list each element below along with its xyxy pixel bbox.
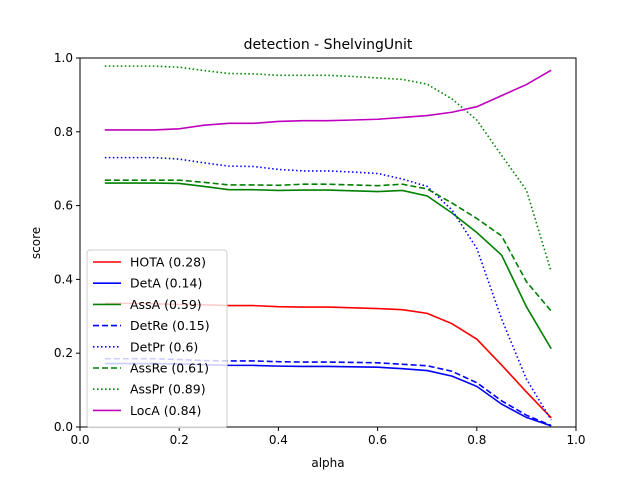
legend-label: AssA (0.59) — [130, 297, 202, 312]
legend: HOTA (0.28) DetA (0.14) AssA (0.59) DetRe (… — [86, 249, 228, 429]
x-tick-label: 1.0 — [566, 433, 585, 447]
x-axis-label: alpha — [311, 456, 344, 470]
plot-frame — [79, 57, 577, 428]
x-tick-label: 0.8 — [467, 433, 486, 447]
series-line-6 — [104, 65, 552, 272]
legend-label: AssPr (0.89) — [130, 382, 206, 397]
x-tick-label: 0.0 — [70, 433, 89, 447]
y-tick-label: 0.0 — [54, 420, 73, 434]
y-tick-label: 0.4 — [54, 272, 73, 286]
y-tick-label: 0.8 — [54, 125, 73, 139]
series-line-5 — [104, 179, 552, 312]
series-line-7 — [104, 69, 552, 131]
y-tick-label: 0.2 — [54, 346, 73, 360]
y-axis: 0.0 0.2 0.4 0.6 0.8 1.0 — [54, 51, 80, 434]
legend-label: DetA (0.14) — [130, 276, 202, 291]
x-tick-label: 0.4 — [269, 433, 288, 447]
series-line-4 — [104, 156, 552, 421]
x-axis: 0.0 0.2 0.4 0.6 0.8 1.0 — [70, 427, 586, 447]
chart-title: detection - ShelvingUnit — [244, 37, 413, 53]
legend-label: HOTA (0.28) — [130, 255, 206, 270]
legend-label: DetPr (0.6) — [130, 339, 198, 354]
legend-label: AssRe (0.61) — [130, 361, 209, 376]
y-axis-label: score — [29, 227, 43, 259]
y-tick-label: 0.6 — [54, 199, 73, 213]
legend-label: LocA (0.84) — [130, 403, 201, 418]
legend-box — [86, 249, 228, 429]
series-line-2 — [104, 182, 552, 350]
legend-label: DetRe (0.15) — [130, 318, 210, 333]
y-tick-label: 1.0 — [54, 51, 73, 65]
x-tick-label: 0.2 — [170, 433, 189, 447]
x-tick-label: 0.6 — [368, 433, 387, 447]
